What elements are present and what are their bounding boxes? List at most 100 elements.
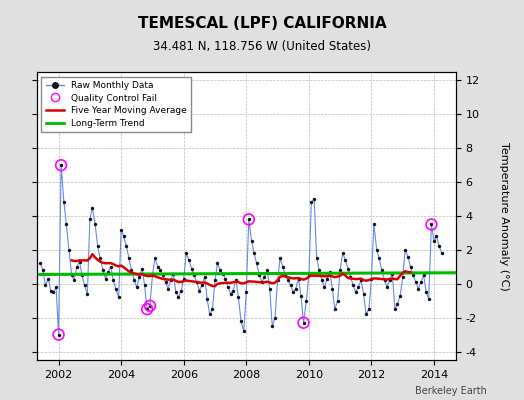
Point [380, 277, 389, 284]
Point [297, 292, 305, 299]
Point [54, 331, 63, 338]
Point [255, 272, 264, 278]
Point [424, 296, 433, 302]
Point [41, 282, 50, 289]
Point [247, 238, 256, 245]
Point [406, 264, 414, 270]
Point [271, 314, 279, 321]
Point [346, 274, 355, 280]
Point [70, 277, 79, 284]
Point [427, 221, 435, 228]
Point [193, 279, 201, 285]
Point [307, 199, 315, 206]
Point [299, 320, 308, 326]
Point [190, 272, 198, 278]
Point [287, 282, 295, 289]
Point [362, 311, 370, 318]
Point [96, 255, 104, 262]
Point [88, 204, 96, 211]
Point [399, 274, 407, 280]
Point [263, 267, 271, 274]
Point [352, 289, 360, 296]
Point [420, 272, 428, 278]
Point [250, 250, 258, 256]
Point [54, 331, 63, 338]
Point [64, 247, 73, 253]
Point [331, 306, 339, 312]
Point [276, 255, 284, 262]
Point [370, 221, 378, 228]
Point [112, 286, 120, 292]
Point [409, 272, 417, 278]
Point [213, 260, 222, 267]
Point [39, 267, 47, 274]
Point [336, 267, 344, 274]
Point [304, 272, 313, 278]
Point [62, 221, 71, 228]
Point [80, 282, 89, 289]
Point [185, 257, 193, 263]
Point [258, 279, 266, 285]
Point [359, 291, 368, 297]
Point [245, 216, 253, 222]
Point [341, 257, 350, 263]
Point [226, 291, 235, 297]
Point [274, 277, 282, 284]
Point [333, 298, 342, 304]
Point [253, 260, 261, 267]
Point [188, 265, 196, 272]
Point [237, 318, 245, 324]
Point [174, 294, 182, 300]
Point [119, 233, 128, 240]
Point [99, 267, 107, 274]
Point [401, 247, 409, 253]
Text: Berkeley Earth: Berkeley Earth [416, 386, 487, 396]
Point [52, 284, 60, 290]
Point [180, 276, 188, 282]
Point [159, 272, 167, 278]
Point [138, 265, 146, 272]
Point [151, 255, 159, 262]
Point [177, 287, 185, 294]
Point [154, 264, 162, 270]
Point [57, 162, 66, 168]
Point [93, 243, 102, 250]
Point [164, 286, 172, 292]
Point [279, 264, 287, 270]
Point [430, 238, 438, 245]
Point [203, 296, 211, 302]
Point [289, 289, 298, 296]
Point [143, 306, 151, 312]
Point [232, 277, 240, 284]
Point [60, 199, 68, 206]
Point [219, 270, 227, 277]
Point [328, 286, 336, 292]
Point [260, 274, 269, 280]
Point [146, 302, 154, 309]
Point [417, 279, 425, 285]
Point [385, 277, 394, 284]
Text: TEMESCAL (LPF) CALIFORNIA: TEMESCAL (LPF) CALIFORNIA [138, 16, 386, 31]
Point [383, 284, 391, 290]
Point [140, 282, 149, 289]
Point [156, 267, 165, 274]
Point [195, 287, 203, 294]
Point [135, 274, 144, 280]
Point [148, 272, 157, 278]
Point [344, 265, 352, 272]
Point [367, 276, 376, 282]
Point [75, 258, 84, 265]
Point [44, 276, 52, 282]
Point [133, 284, 141, 290]
Point [349, 282, 357, 289]
Point [122, 243, 130, 250]
Point [391, 306, 399, 312]
Point [427, 221, 435, 228]
Point [85, 216, 94, 222]
Point [432, 233, 441, 240]
Text: 34.481 N, 118.756 W (United States): 34.481 N, 118.756 W (United States) [153, 40, 371, 53]
Point [114, 294, 123, 300]
Point [109, 277, 117, 284]
Point [315, 267, 323, 274]
Point [83, 291, 92, 297]
